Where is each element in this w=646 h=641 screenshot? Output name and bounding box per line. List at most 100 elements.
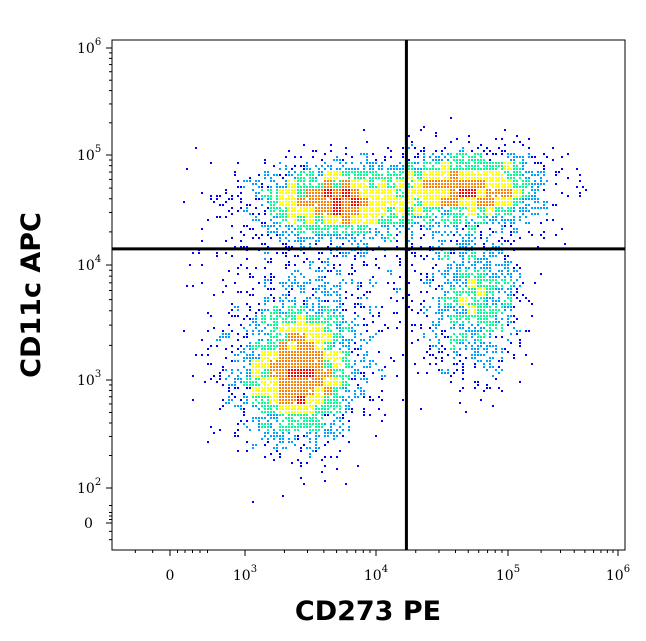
data-point	[471, 285, 473, 287]
data-point	[333, 285, 335, 287]
data-point	[273, 351, 275, 353]
data-point	[327, 330, 329, 332]
data-point	[444, 180, 446, 182]
data-point	[474, 309, 476, 311]
data-point	[492, 366, 494, 368]
data-point	[489, 219, 491, 221]
data-point	[300, 366, 302, 368]
data-point	[390, 189, 392, 191]
data-point	[417, 222, 419, 224]
data-point	[330, 234, 332, 236]
data-point	[516, 192, 518, 194]
data-point	[273, 312, 275, 314]
data-point	[315, 342, 317, 344]
data-point	[477, 306, 479, 308]
data-point	[345, 291, 347, 293]
data-point	[426, 309, 428, 311]
data-point	[342, 327, 344, 329]
data-point	[300, 414, 302, 416]
data-point	[270, 366, 272, 368]
data-point	[480, 189, 482, 191]
data-point	[474, 168, 476, 170]
data-point	[288, 387, 290, 389]
data-point	[303, 192, 305, 194]
data-point	[279, 435, 281, 437]
data-point	[531, 207, 533, 209]
x-tick-label: 104	[364, 564, 388, 584]
data-point	[243, 408, 245, 410]
data-point	[402, 297, 404, 299]
data-point	[426, 204, 428, 206]
data-point	[333, 351, 335, 353]
data-point	[345, 231, 347, 233]
data-point	[435, 216, 437, 218]
data-point	[399, 180, 401, 182]
data-point	[390, 270, 392, 272]
data-point	[450, 165, 452, 167]
data-point	[264, 390, 266, 392]
data-point	[531, 156, 533, 158]
data-point	[492, 255, 494, 257]
data-point	[279, 297, 281, 299]
data-point	[360, 213, 362, 215]
data-point	[234, 396, 236, 398]
data-point	[273, 174, 275, 176]
data-point	[501, 279, 503, 281]
data-point	[369, 306, 371, 308]
data-point	[255, 315, 257, 317]
data-point	[231, 330, 233, 332]
data-point	[309, 198, 311, 200]
data-point	[273, 309, 275, 311]
data-point	[381, 177, 383, 179]
data-point	[354, 258, 356, 260]
data-point	[336, 351, 338, 353]
data-point	[288, 357, 290, 359]
data-point	[330, 429, 332, 431]
data-point	[288, 213, 290, 215]
data-point	[285, 342, 287, 344]
data-point	[312, 228, 314, 230]
data-point	[453, 204, 455, 206]
data-point	[468, 174, 470, 176]
data-point	[444, 372, 446, 374]
data-point	[279, 384, 281, 386]
data-point	[315, 417, 317, 419]
data-point	[183, 201, 185, 203]
y-tick-exponent: 2	[95, 477, 101, 488]
data-point	[345, 162, 347, 164]
y-tick-label: 104	[77, 254, 101, 274]
data-point	[246, 420, 248, 422]
data-point	[276, 402, 278, 404]
data-point	[255, 363, 257, 365]
data-point	[303, 435, 305, 437]
data-point	[234, 387, 236, 389]
data-point	[468, 276, 470, 278]
data-point	[453, 189, 455, 191]
data-point	[333, 309, 335, 311]
data-point	[462, 297, 464, 299]
data-point	[363, 195, 365, 197]
data-point	[234, 384, 236, 386]
data-point	[444, 336, 446, 338]
data-point	[240, 246, 242, 248]
data-point	[285, 318, 287, 320]
data-point	[507, 204, 509, 206]
data-point	[366, 141, 368, 143]
data-point	[441, 309, 443, 311]
data-point	[438, 183, 440, 185]
data-point	[444, 294, 446, 296]
data-point	[303, 375, 305, 377]
data-point	[492, 186, 494, 188]
data-point	[318, 360, 320, 362]
data-point	[450, 336, 452, 338]
data-point	[291, 195, 293, 197]
data-point	[375, 231, 377, 233]
data-point	[327, 321, 329, 323]
data-point	[456, 213, 458, 215]
data-point	[291, 315, 293, 317]
data-point	[285, 210, 287, 212]
data-point	[477, 177, 479, 179]
data-point	[291, 378, 293, 380]
data-point	[315, 333, 317, 335]
data-point	[243, 384, 245, 386]
